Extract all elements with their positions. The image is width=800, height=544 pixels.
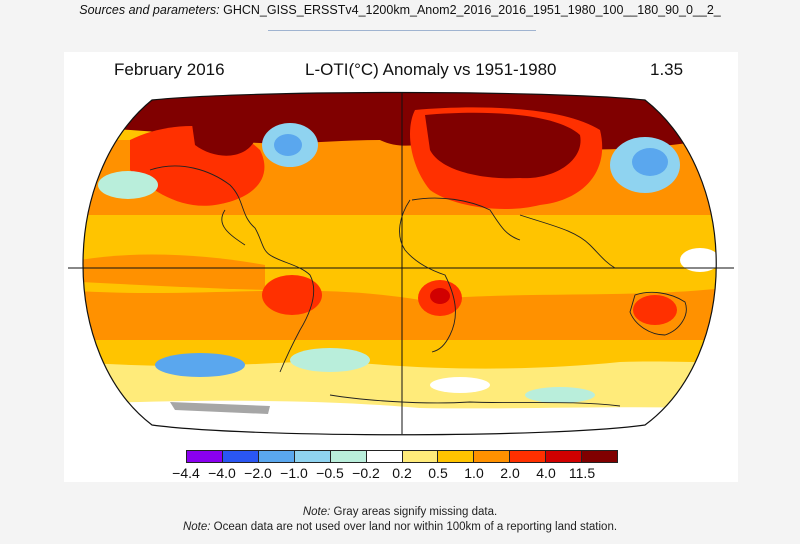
legend-swatch xyxy=(258,451,295,462)
legend-tick-label: 4.0 xyxy=(536,465,556,481)
legend-tick-label: 2.0 xyxy=(500,465,520,481)
legend-swatch xyxy=(402,451,439,462)
legend-tick-label: 0.2 xyxy=(392,465,412,481)
legend-swatch xyxy=(222,451,259,462)
legend-tick-label: −1.0 xyxy=(280,465,308,481)
legend-swatch xyxy=(546,451,583,462)
map-title: L-OTI(°C) Anomaly vs 1951-1980 xyxy=(305,60,557,79)
legend-swatch xyxy=(330,451,367,462)
note-ocean-data: Note: Ocean data are not used over land … xyxy=(0,520,800,535)
legend-swatch xyxy=(582,451,618,462)
legend-swatch xyxy=(366,451,403,462)
note-label: Note: xyxy=(182,521,211,533)
legend-swatch xyxy=(474,451,511,462)
footnotes: Note: Gray areas signify missing data. N… xyxy=(0,505,800,535)
legend-ticks: −4.4 −4.0 −2.0 −1.0 −0.5 −0.2 0.2 0.5 1.0 2.0 4.0 1… xyxy=(0,465,800,483)
sources-line: Sources and parameters: GHCN_GISS_ERSSTv… xyxy=(0,3,800,17)
map-title-row: February 2016 L-OTI(°C) Anomaly vs 1951-… xyxy=(0,60,800,82)
legend-tick-label: 11.5 xyxy=(568,465,596,481)
legend-swatch xyxy=(187,451,223,462)
map-period: February 2016 xyxy=(114,60,225,79)
color-legend xyxy=(186,450,618,463)
note-line-2: Ocean data are not used over land nor wi… xyxy=(213,521,618,533)
note-line-1: Gray areas signify missing data. xyxy=(333,506,498,518)
legend-tick-label: 0.5 xyxy=(428,465,448,481)
legend-tick-label: −2.0 xyxy=(244,465,272,481)
note-label: Note: xyxy=(302,506,331,518)
legend-tick-label: 1.0 xyxy=(464,465,484,481)
legend-tick-label: −0.5 xyxy=(316,465,344,481)
legend-swatch xyxy=(294,451,331,462)
note-missing-data: Note: Gray areas signify missing data. xyxy=(0,505,800,520)
sources-label: Sources and parameters: xyxy=(79,3,220,17)
legend-swatch xyxy=(510,451,547,462)
sources-value: GHCN_GISS_ERSSTv4_1200km_Anom2_2016_2016… xyxy=(223,3,721,17)
legend-tick-label: −4.4 xyxy=(172,465,200,481)
legend-tick-label: −0.2 xyxy=(352,465,380,481)
legend-tick-label: −4.0 xyxy=(208,465,236,481)
global-mean-value: 1.35 xyxy=(650,60,684,79)
legend-swatch xyxy=(438,451,475,462)
header-divider xyxy=(268,30,536,31)
